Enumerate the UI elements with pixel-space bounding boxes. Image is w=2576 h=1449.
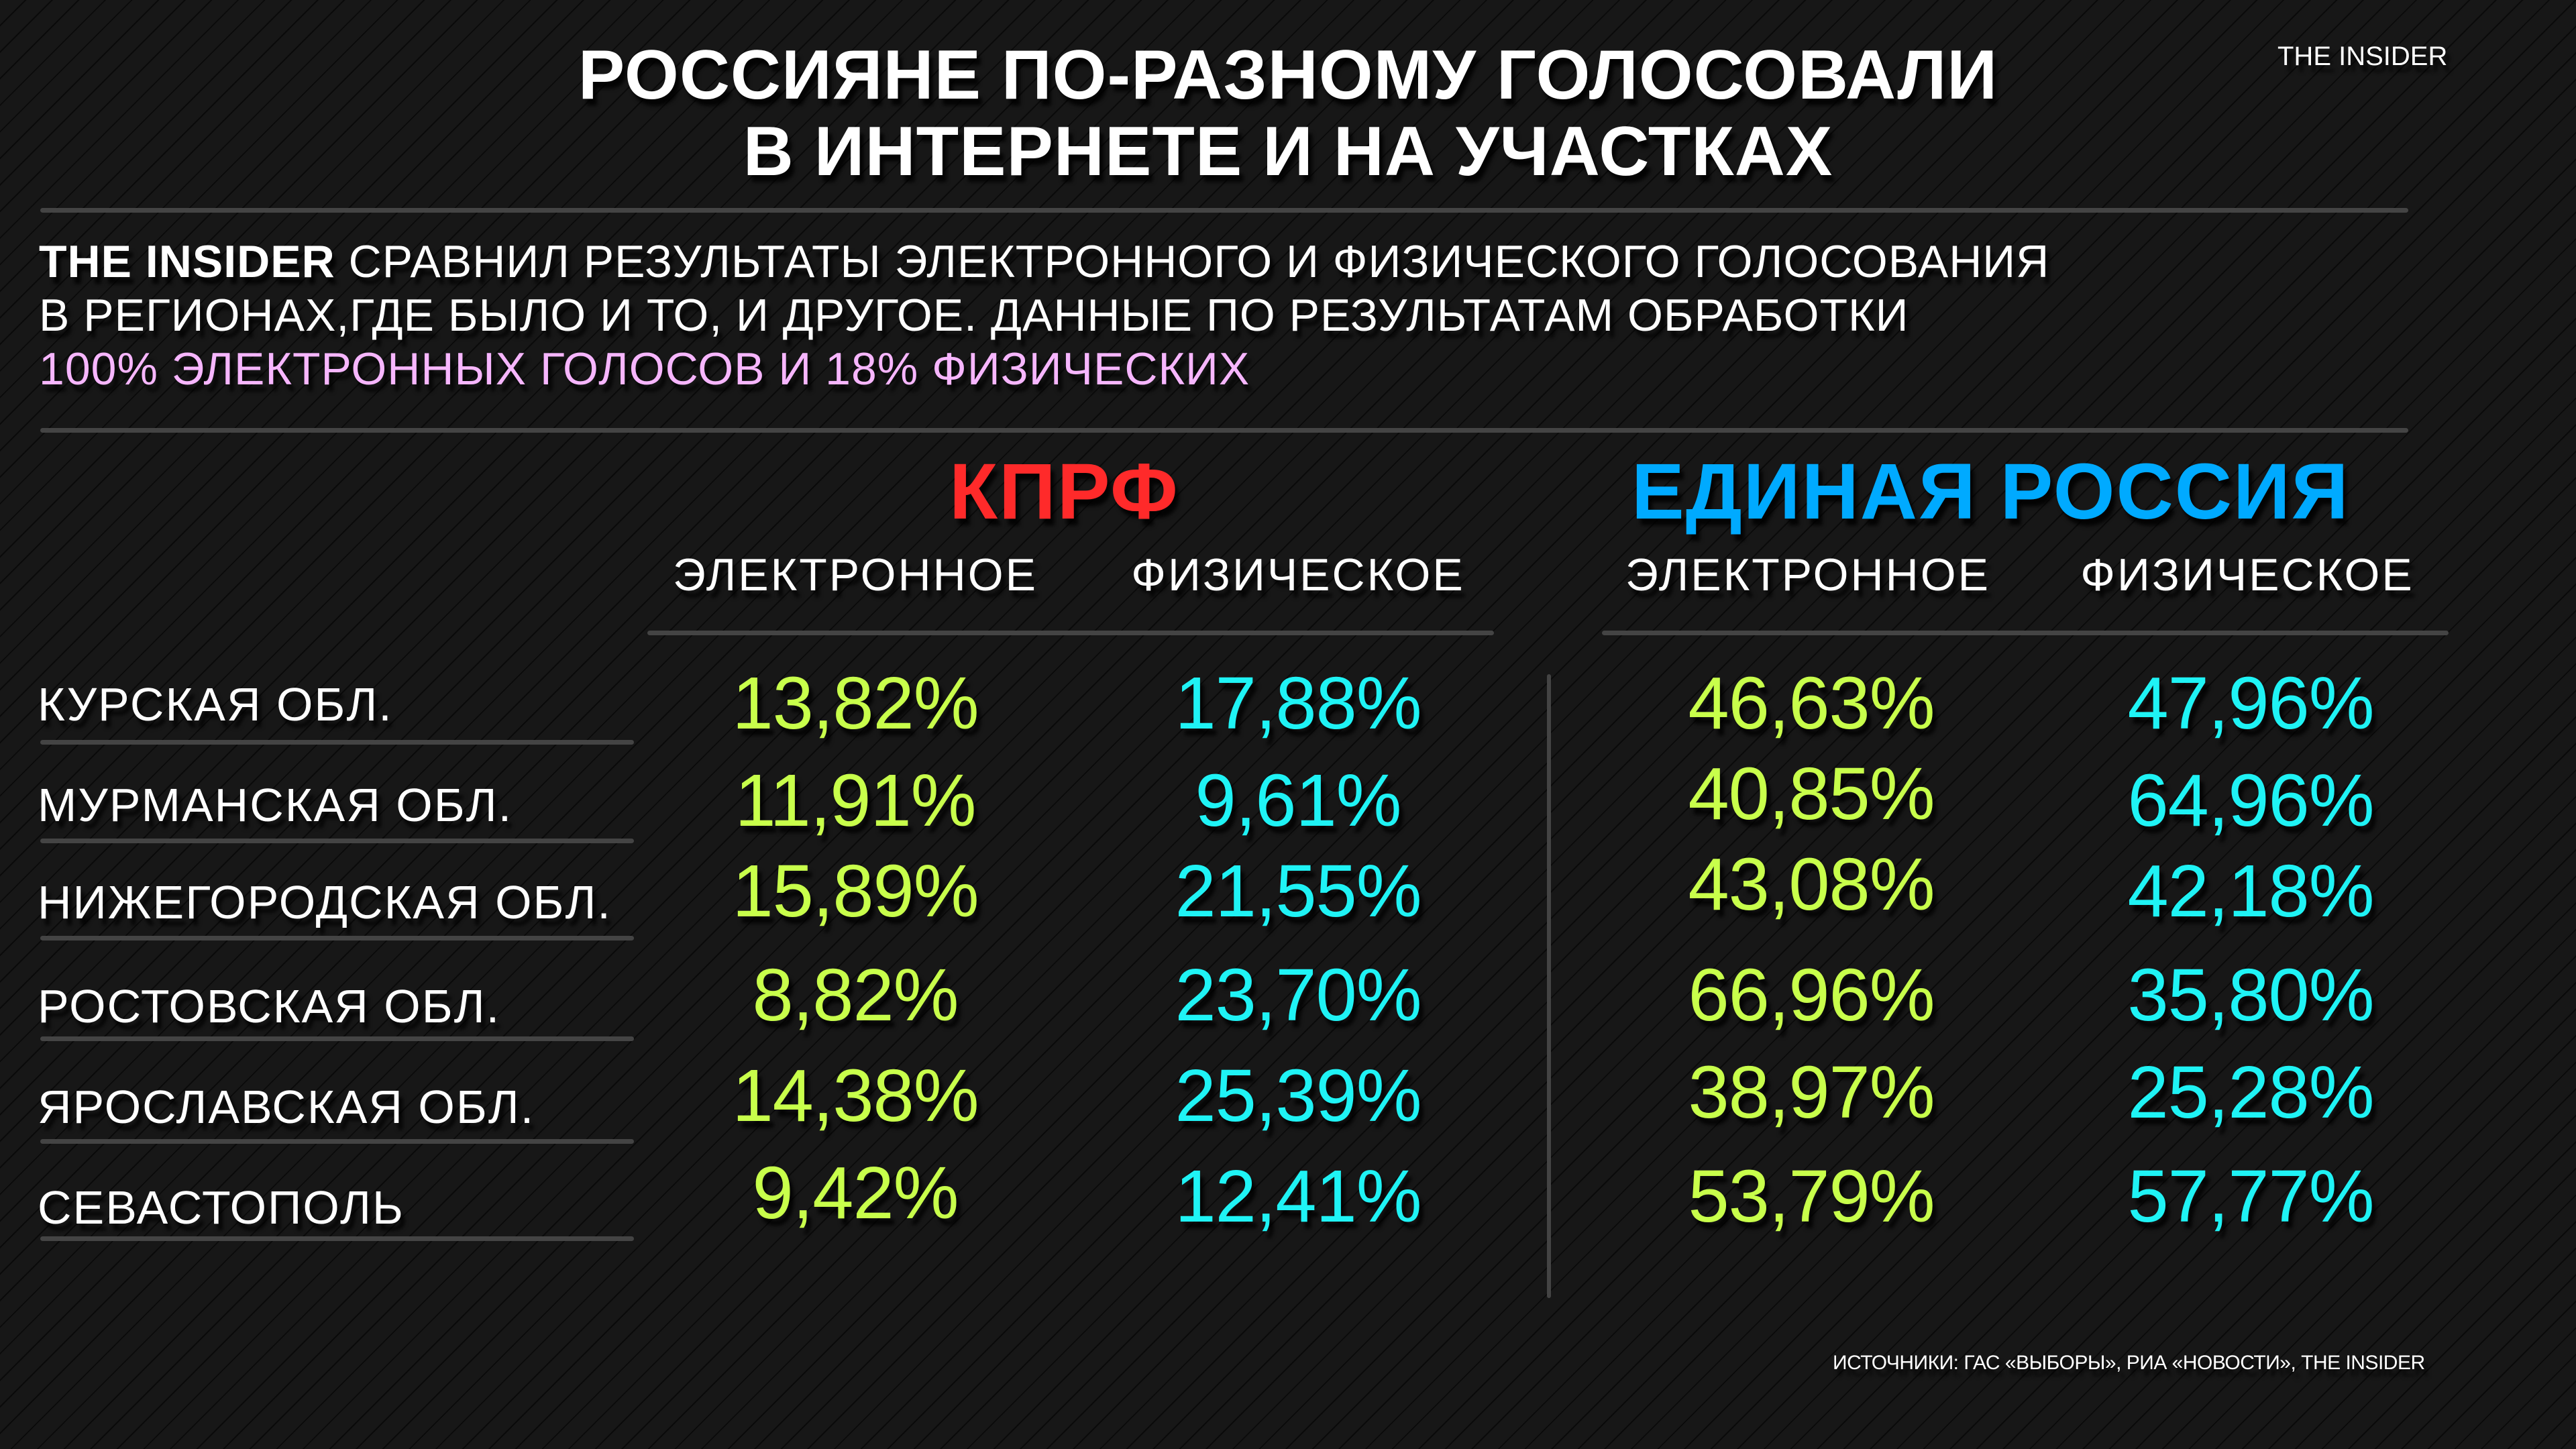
er-electronic-value: 66,96% [1688, 954, 1935, 1036]
er-physical-value: 57,77% [2127, 1155, 2374, 1238]
kprf-physical-value: 9,61% [1195, 759, 1402, 842]
kprf-physical-value: 25,39% [1175, 1055, 1421, 1137]
row-label: МУРМАНСКАЯ ОБЛ. [38, 779, 513, 831]
row-divider [40, 1236, 634, 1241]
subtitle-brand: THE INSIDER [39, 236, 335, 287]
kprf-col-electronic: ЭЛЕКТРОННОЕ [673, 549, 1038, 600]
subtitle-highlight: 100% ЭЛЕКТРОННЫХ ГОЛОСОВ И 18% ФИЗИЧЕСКИ… [39, 343, 1250, 394]
title-line-2: В ИНТЕРНЕТЕ И НА УЧАСТКАХ [743, 113, 1833, 191]
er-physical-value: 47,96% [2127, 662, 2374, 745]
row-divider [40, 740, 634, 745]
kprf-electronic-value: 8,82% [752, 954, 959, 1036]
kprf-electronic-value: 13,82% [732, 662, 979, 745]
subtitle-line-1: THE INSIDER СРАВНИЛ РЕЗУЛЬТАТЫ ЭЛЕКТРОНН… [39, 235, 2049, 288]
kprf-header-underline [647, 631, 1494, 635]
er-physical-value: 64,96% [2127, 759, 2374, 842]
row-label: ЯРОСЛАВСКАЯ ОБЛ. [38, 1081, 535, 1133]
row-label: НИЖЕГОРОДСКАЯ ОБЛ. [38, 876, 612, 928]
er-physical-value: 35,80% [2127, 954, 2374, 1036]
er-electronic-value: 38,97% [1688, 1051, 1935, 1134]
kprf-electronic-value: 11,91% [735, 759, 977, 842]
kprf-electronic-value: 9,42% [752, 1152, 959, 1234]
kprf-electronic-value: 14,38% [732, 1055, 979, 1137]
title-line-1: РОССИЯНЕ ПО-РАЗНОМУ ГОЛОСОВАЛИ [578, 36, 1998, 114]
er-col-physical: ФИЗИЧЕСКОЕ [2080, 549, 2414, 600]
er-electronic-value: 40,85% [1688, 753, 1935, 835]
row-divider [40, 1139, 634, 1144]
kprf-physical-value: 23,70% [1175, 954, 1421, 1036]
sources-footer: ИСТОЧНИКИ: ГАС «ВЫБОРЫ», РИА «НОВОСТИ», … [1833, 1352, 2425, 1374]
row-divider [40, 936, 634, 941]
top-divider [40, 208, 2408, 213]
row-divider [40, 839, 634, 843]
subtitle-divider [40, 428, 2408, 433]
party-separator [1547, 674, 1551, 1298]
subtitle: THE INSIDER СРАВНИЛ РЕЗУЛЬТАТЫ ЭЛЕКТРОНН… [39, 235, 2049, 396]
er-electronic-value: 43,08% [1688, 843, 1935, 926]
kprf-electronic-value: 15,89% [732, 850, 979, 932]
er-physical-value: 25,28% [2127, 1051, 2374, 1134]
kprf-physical-value: 21,55% [1175, 850, 1421, 932]
brand-logo: THE INSIDER [2277, 42, 2448, 71]
party-kprf-title: КПРФ [949, 447, 1179, 536]
row-label: РОСТОВСКАЯ ОБЛ. [38, 980, 501, 1032]
kprf-col-physical: ФИЗИЧЕСКОЕ [1131, 549, 1465, 600]
party-er-title: ЕДИНАЯ РОССИЯ [1631, 447, 2350, 536]
row-label: КУРСКАЯ ОБЛ. [38, 678, 393, 731]
subtitle-line-1-text: СРАВНИЛ РЕЗУЛЬТАТЫ ЭЛЕКТРОННОГО И ФИЗИЧЕ… [335, 236, 2050, 287]
kprf-physical-value: 17,88% [1175, 662, 1421, 745]
row-label: СЕВАСТОПОЛЬ [38, 1181, 405, 1234]
page-title: РОССИЯНЕ ПО-РАЗНОМУ ГОЛОСОВАЛИ В ИНТЕРНЕ… [0, 37, 2576, 190]
er-header-underline [1602, 631, 2449, 635]
er-electronic-value: 46,63% [1688, 662, 1935, 745]
subtitle-line-2: В РЕГИОНАХ,ГДЕ БЫЛО И ТО, И ДРУГОЕ. ДАНН… [39, 290, 1909, 341]
er-electronic-value: 53,79% [1688, 1155, 1935, 1238]
er-physical-value: 42,18% [2127, 850, 2374, 932]
er-col-electronic: ЭЛЕКТРОННОЕ [1625, 549, 1990, 600]
row-divider [40, 1036, 634, 1041]
kprf-physical-value: 12,41% [1175, 1155, 1421, 1238]
